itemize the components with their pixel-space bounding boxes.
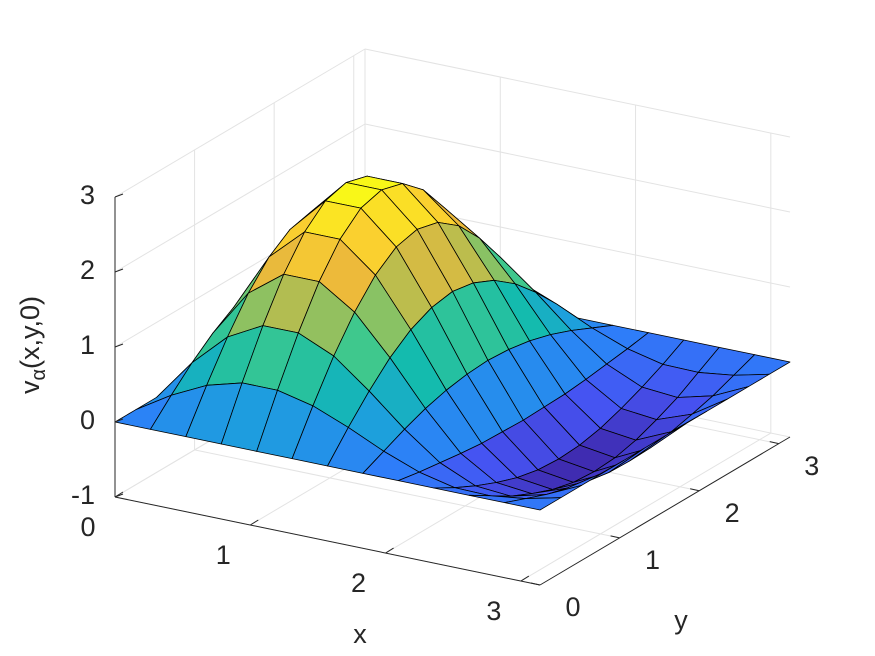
x-axis-label: x [353,619,367,649]
z-label-rest: (x,y,0) [15,296,45,369]
grid-line [364,48,791,138]
z-label-base: v [15,380,45,394]
x-tick-label: 0 [80,512,95,542]
surface-patch [504,497,562,511]
x-tick-label: 2 [351,568,366,598]
y-tick [690,488,700,492]
y-tick-label: 0 [565,592,580,622]
y-tick [530,582,541,586]
x-tick [520,575,530,582]
z-tick [114,193,124,198]
y-tick-label: 3 [804,451,819,481]
grid-line [114,123,366,273]
grid-line [114,48,366,198]
z-tick [114,418,124,423]
z-label-sub: α [28,369,50,381]
x-tick [114,491,124,498]
z-tick [114,343,124,348]
y-axis [539,436,791,586]
y-tick-label: 1 [645,545,660,575]
y-tick [769,441,779,445]
x-tick-label: 1 [216,540,231,570]
grid-line [364,123,791,213]
z-tick-label: 3 [80,180,95,210]
x-tick [385,547,394,554]
grid-line [194,449,620,539]
y-axis-label: y [674,605,688,635]
x-tick [250,519,259,526]
z-tick-label: -1 [71,480,95,510]
x-axis [114,496,541,586]
surface [114,175,791,511]
z-axis-label: vα(x,y,0) [15,296,50,394]
grid-line [520,432,772,582]
z-tick [114,268,124,273]
z-tick-label: 1 [80,330,95,360]
y-tick [610,535,620,539]
z-tick-label: 2 [80,255,95,285]
z-tick-label: 0 [80,405,95,435]
x-tick-label: 3 [486,596,501,626]
y-tick-label: 2 [725,498,740,528]
